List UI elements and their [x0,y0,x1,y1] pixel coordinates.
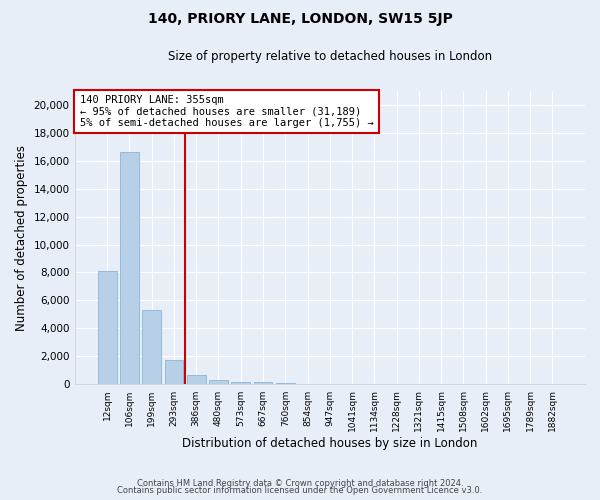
Y-axis label: Number of detached properties: Number of detached properties [15,144,28,330]
Bar [187,376,206,384]
Title: Size of property relative to detached houses in London: Size of property relative to detached ho… [168,50,492,63]
Text: Contains public sector information licensed under the Open Government Licence v3: Contains public sector information licen… [118,486,482,495]
Text: Contains HM Land Registry data © Crown copyright and database right 2024.: Contains HM Land Registry data © Crown c… [137,478,463,488]
Bar [254,382,272,384]
Bar [209,380,228,384]
Bar [142,310,161,384]
Bar [276,382,295,384]
Text: 140 PRIORY LANE: 355sqm
← 95% of detached houses are smaller (31,189)
5% of semi: 140 PRIORY LANE: 355sqm ← 95% of detache… [80,95,373,128]
Bar [231,382,250,384]
Bar [98,271,116,384]
X-axis label: Distribution of detached houses by size in London: Distribution of detached houses by size … [182,437,478,450]
Bar [120,152,139,384]
Bar [164,360,184,384]
Text: 140, PRIORY LANE, LONDON, SW15 5JP: 140, PRIORY LANE, LONDON, SW15 5JP [148,12,452,26]
